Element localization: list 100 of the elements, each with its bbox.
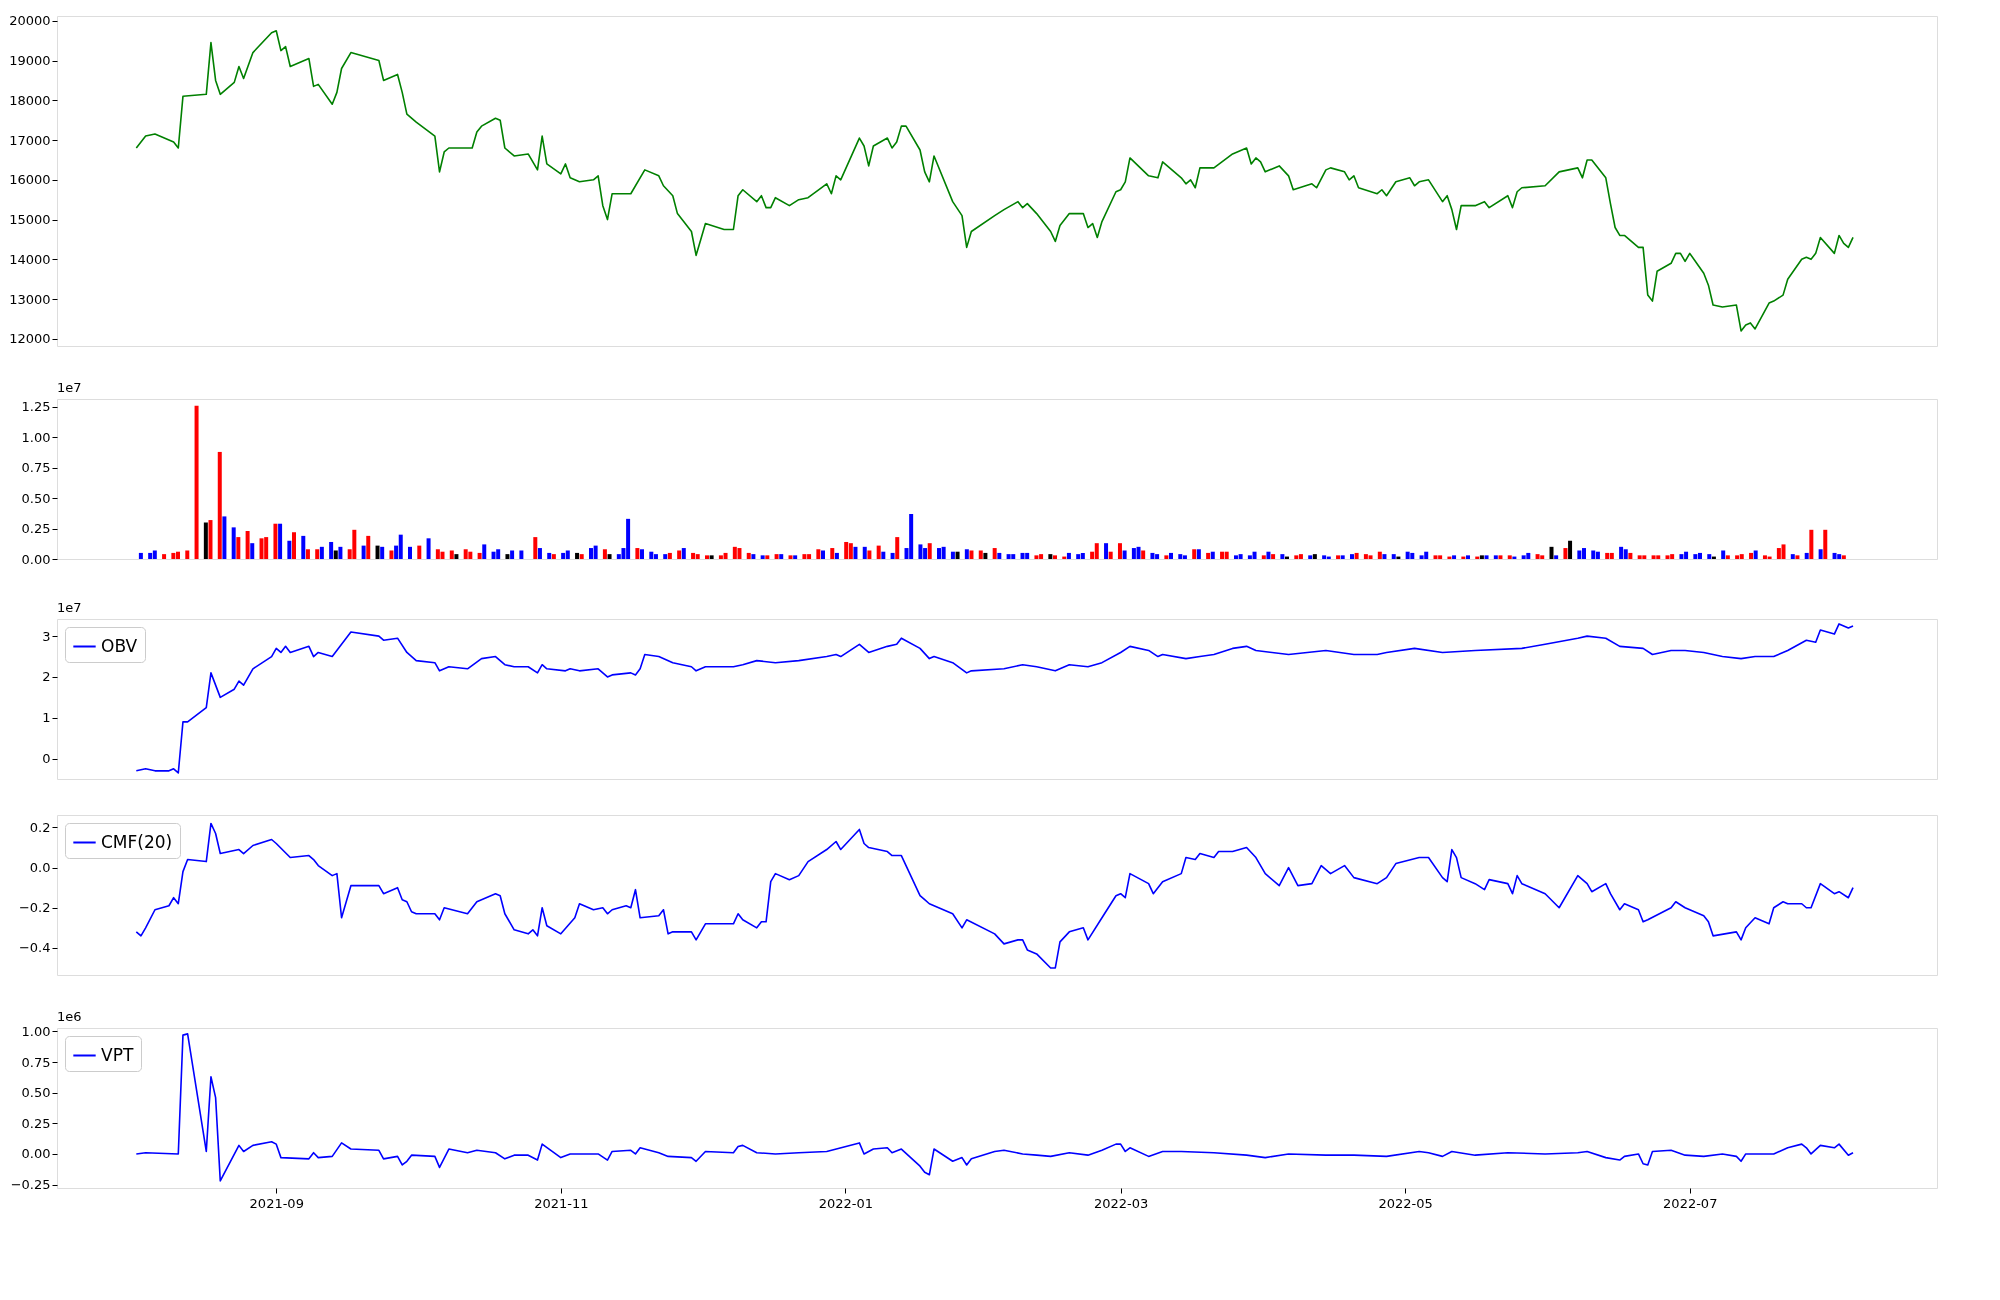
y-tick-label: 0.2 [29, 819, 51, 835]
bar [1104, 543, 1109, 559]
bar [1651, 555, 1656, 559]
bar [1521, 555, 1526, 559]
bar [1391, 554, 1396, 559]
bar [830, 548, 835, 559]
bar [1804, 552, 1809, 559]
bar [1020, 552, 1025, 559]
bar [1210, 551, 1215, 559]
bar [426, 538, 431, 559]
legend-label: VPT [101, 1044, 134, 1065]
y-tick-label: −0.2 [18, 900, 51, 916]
y-tick-label: 1.00 [21, 1023, 51, 1039]
bar [640, 549, 645, 559]
bar [1609, 552, 1614, 559]
y-tick-label: 18000 [9, 92, 51, 108]
line-series [135, 29, 1854, 332]
bar [1011, 554, 1016, 559]
bar [510, 550, 515, 559]
bar [468, 551, 473, 559]
bar [1108, 551, 1113, 559]
bar [435, 549, 440, 559]
bar [375, 545, 380, 559]
bar [1568, 540, 1573, 559]
bar [565, 550, 570, 559]
bar [691, 552, 696, 559]
bar [881, 551, 886, 559]
bar [1308, 555, 1313, 559]
bar [1465, 555, 1470, 559]
x-tick-label: 2022-01 [818, 1195, 874, 1211]
y-tick-label: 0.75 [21, 460, 51, 476]
bar [1238, 554, 1243, 559]
y-tick-label: 0.0 [29, 860, 51, 876]
bar [264, 537, 269, 559]
bar [602, 549, 607, 559]
y-tick-label: 13000 [9, 291, 51, 307]
bar [463, 549, 468, 559]
bar [278, 523, 283, 559]
bar [1581, 548, 1586, 559]
bar [575, 552, 580, 559]
y-tick-label: 0.75 [21, 1054, 51, 1070]
bar [1540, 555, 1545, 559]
bar [918, 544, 923, 559]
bar [1549, 546, 1554, 559]
y-tick-label: 2 [42, 669, 51, 685]
bar [319, 546, 324, 559]
line-series [135, 623, 1854, 774]
bar [1405, 551, 1410, 559]
y-tick-label: 19000 [9, 53, 51, 69]
bar [273, 523, 278, 559]
y-tick-label: 14000 [9, 251, 51, 267]
bar [1117, 543, 1122, 559]
bar [1080, 552, 1085, 559]
bar [352, 529, 357, 559]
bar [681, 548, 686, 559]
bar [1076, 554, 1081, 559]
y-tick-label: 0.00 [21, 1146, 51, 1162]
bar [1266, 551, 1271, 559]
bar [1048, 554, 1053, 559]
bar [1368, 555, 1373, 559]
bar [834, 552, 839, 559]
bar [1294, 555, 1299, 559]
bar [751, 554, 756, 559]
bar [259, 538, 264, 559]
bar [380, 546, 385, 559]
bar [1707, 554, 1712, 559]
bar [983, 552, 988, 559]
bar [978, 550, 983, 559]
bar [1410, 552, 1415, 559]
bar [1377, 551, 1382, 559]
y-tick-label: 16000 [9, 172, 51, 188]
bar [663, 554, 668, 559]
bar [1424, 551, 1429, 559]
bar [737, 548, 742, 559]
y-tick-label: 1.25 [21, 399, 51, 415]
bar [964, 549, 969, 559]
bar [449, 550, 454, 559]
bar [788, 555, 793, 559]
bar [653, 554, 658, 559]
bar [1642, 555, 1647, 559]
legend-label: OBV [101, 635, 138, 656]
bar [649, 551, 654, 559]
text: 1e7 [57, 600, 82, 615]
bar [547, 552, 552, 559]
bar [491, 551, 496, 559]
bar [217, 451, 222, 559]
bar [950, 551, 955, 559]
bar [1823, 529, 1828, 559]
bar [1220, 551, 1225, 559]
y-tick-label: −0.25 [10, 1177, 51, 1193]
bar [1595, 551, 1600, 559]
bar [398, 534, 403, 559]
bar [1790, 554, 1795, 559]
bar [820, 550, 825, 559]
bar [185, 550, 190, 559]
y-tick-label: 0.50 [21, 490, 51, 506]
bar [482, 544, 487, 559]
bar [1224, 551, 1229, 559]
bar [315, 549, 320, 559]
y-tick-label: 12000 [9, 331, 51, 347]
